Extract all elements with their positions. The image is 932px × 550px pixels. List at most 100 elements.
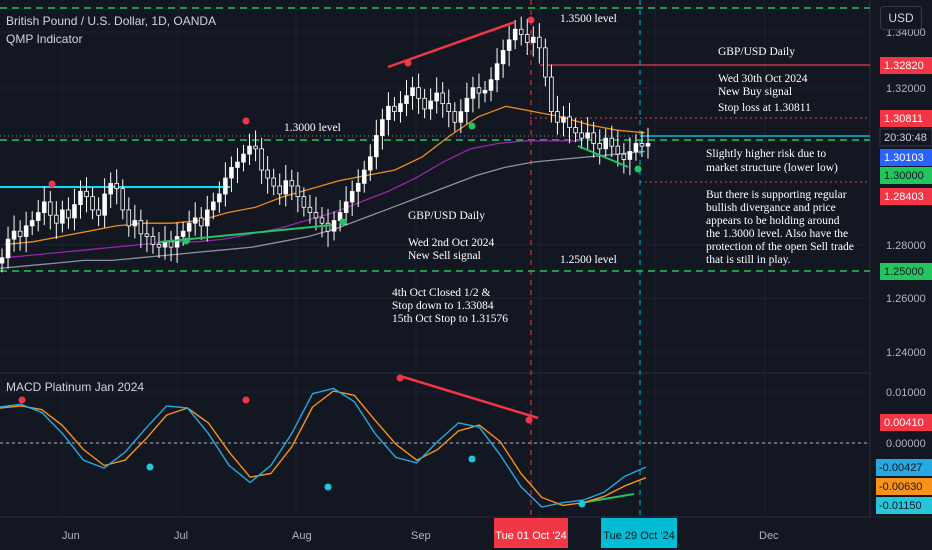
candle-body[interactable] bbox=[579, 132, 584, 139]
candle-body[interactable] bbox=[66, 209, 71, 219]
candle-body[interactable] bbox=[464, 97, 470, 112]
candle-body[interactable] bbox=[386, 105, 391, 120]
candle-body[interactable] bbox=[349, 190, 355, 203]
candle-body[interactable] bbox=[639, 143, 645, 147]
candle-body[interactable] bbox=[120, 188, 126, 211]
candle-body[interactable] bbox=[0, 257, 5, 264]
candle-body[interactable] bbox=[277, 185, 282, 195]
candle-body[interactable] bbox=[253, 145, 258, 150]
candle-body[interactable] bbox=[108, 182, 113, 195]
buy-dot[interactable] bbox=[182, 237, 190, 245]
candle-body[interactable] bbox=[380, 119, 385, 136]
macd-buy-dot[interactable] bbox=[468, 455, 476, 463]
candle-body[interactable] bbox=[180, 230, 186, 237]
candle-body[interactable] bbox=[591, 132, 596, 144]
candle-body[interactable] bbox=[555, 111, 560, 123]
candle-body[interactable] bbox=[621, 153, 627, 160]
candle-body[interactable] bbox=[531, 36, 536, 43]
symbol-title[interactable]: British Pound / U.S. Dollar, 1D, OANDA bbox=[6, 14, 216, 28]
macd-buy-dot[interactable] bbox=[146, 463, 154, 471]
candle-body[interactable] bbox=[392, 105, 397, 112]
candle-body[interactable] bbox=[17, 230, 23, 237]
candle-body[interactable] bbox=[247, 145, 252, 155]
candle-body[interactable] bbox=[319, 217, 325, 224]
candle-body[interactable] bbox=[217, 193, 222, 203]
candle-body[interactable] bbox=[482, 89, 488, 94]
candle-body[interactable] bbox=[428, 100, 433, 110]
macd-buy-dot[interactable] bbox=[324, 483, 332, 491]
candle-body[interactable] bbox=[138, 220, 144, 235]
candle-body[interactable] bbox=[597, 143, 602, 150]
candle-body[interactable] bbox=[313, 212, 319, 219]
candle-body[interactable] bbox=[223, 177, 228, 195]
candle-body[interactable] bbox=[343, 201, 349, 213]
candle-body[interactable] bbox=[615, 145, 621, 155]
candle-body[interactable] bbox=[90, 196, 95, 211]
candle-body[interactable] bbox=[265, 169, 270, 179]
candle-body[interactable] bbox=[434, 92, 439, 102]
candle-body[interactable] bbox=[524, 34, 530, 43]
sell-dot[interactable] bbox=[242, 117, 250, 125]
candle-body[interactable] bbox=[355, 182, 361, 192]
currency-button[interactable]: USD bbox=[880, 6, 922, 30]
candle-body[interactable] bbox=[543, 47, 548, 78]
buy-dot[interactable] bbox=[339, 218, 347, 226]
macd-sell-dot[interactable] bbox=[525, 416, 533, 424]
candle-body[interactable] bbox=[476, 87, 482, 94]
candle-body[interactable] bbox=[11, 230, 17, 240]
buy-dot[interactable] bbox=[634, 165, 642, 173]
candle-body[interactable] bbox=[307, 206, 313, 213]
candle-body[interactable] bbox=[500, 50, 506, 65]
macd-sell-dot[interactable] bbox=[18, 396, 26, 404]
candle-body[interactable] bbox=[192, 217, 198, 224]
candle-body[interactable] bbox=[126, 209, 132, 227]
candle-body[interactable] bbox=[168, 241, 174, 248]
candle-body[interactable] bbox=[295, 185, 301, 198]
candle-body[interactable] bbox=[229, 166, 234, 179]
candle-body[interactable] bbox=[573, 127, 578, 134]
candle-body[interactable] bbox=[289, 180, 295, 187]
buy-dot[interactable] bbox=[468, 122, 476, 130]
sell-dot[interactable] bbox=[48, 180, 56, 188]
candle-body[interactable] bbox=[5, 238, 11, 259]
candle-body[interactable] bbox=[398, 103, 403, 112]
candle-body[interactable] bbox=[446, 103, 452, 112]
candle-body[interactable] bbox=[78, 190, 83, 205]
candle-body[interactable] bbox=[60, 209, 65, 224]
candle-body[interactable] bbox=[174, 236, 180, 248]
candle-body[interactable] bbox=[458, 111, 464, 123]
candle-body[interactable] bbox=[645, 143, 651, 147]
candle-body[interactable] bbox=[235, 161, 240, 168]
candle-body[interactable] bbox=[506, 39, 512, 51]
candle-body[interactable] bbox=[241, 153, 246, 163]
candle-body[interactable] bbox=[72, 204, 77, 219]
candle-body[interactable] bbox=[102, 193, 107, 216]
candle-body[interactable] bbox=[633, 143, 639, 152]
candle-body[interactable] bbox=[84, 190, 89, 198]
candle-body[interactable] bbox=[440, 92, 446, 105]
bearish-divergence-price-line[interactable] bbox=[387, 20, 516, 69]
candle-body[interactable] bbox=[494, 63, 500, 81]
candle-body[interactable] bbox=[410, 87, 415, 97]
candle-body[interactable] bbox=[603, 137, 609, 150]
sell-dot[interactable] bbox=[404, 59, 412, 67]
candle-body[interactable] bbox=[23, 225, 29, 237]
candle-body[interactable] bbox=[561, 116, 566, 123]
candle-body[interactable] bbox=[422, 97, 427, 110]
price-axis[interactable]: 1.34000 1.32000 1.28000 1.26000 1.24000 … bbox=[886, 27, 926, 450]
candle-body[interactable] bbox=[361, 169, 367, 184]
macd-sell-dot[interactable] bbox=[242, 396, 250, 404]
candle-body[interactable] bbox=[41, 201, 47, 213]
candle-body[interactable] bbox=[259, 148, 264, 171]
candle-body[interactable] bbox=[48, 201, 53, 216]
indicator-name[interactable]: QMP Indicator bbox=[6, 32, 82, 46]
candle-body[interactable] bbox=[518, 28, 524, 35]
bullish-divergence-price-line[interactable] bbox=[577, 145, 629, 168]
candle-body[interactable] bbox=[156, 244, 162, 248]
candle-body[interactable] bbox=[374, 135, 379, 158]
candle-body[interactable] bbox=[54, 214, 59, 224]
candle-body[interactable] bbox=[144, 233, 150, 237]
macd-indicator-label[interactable]: MACD Platinum Jan 2024 bbox=[6, 380, 144, 394]
